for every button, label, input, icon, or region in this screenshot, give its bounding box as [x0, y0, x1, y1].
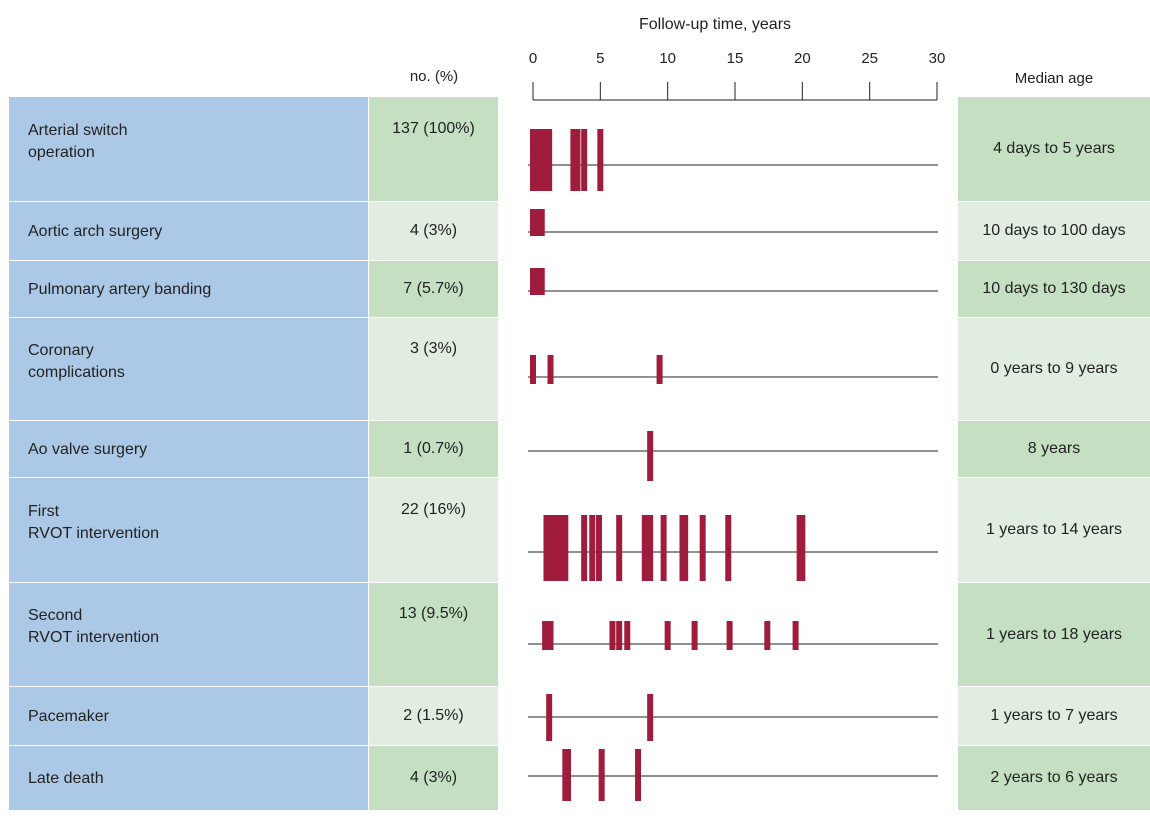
event-mark — [551, 515, 558, 581]
table-row: Late death 4 (3%) 2 years to 6 years — [0, 746, 1150, 811]
row-median-age: 1 years to 18 years — [958, 583, 1150, 687]
event-mark — [546, 694, 553, 741]
event-mark — [699, 515, 706, 581]
x-tick-label: 0 — [529, 50, 537, 67]
row-median-age: 10 days to 100 days — [958, 202, 1150, 261]
event-mark — [595, 515, 602, 581]
event-mark — [792, 621, 799, 650]
event-mark — [581, 515, 588, 581]
x-tick-label: 30 — [929, 50, 946, 67]
event-mark — [616, 515, 623, 581]
event-mark — [726, 621, 733, 650]
table-row: Pacemaker 2 (1.5%) 1 years to 7 years — [0, 687, 1150, 746]
table-row: Arterial switch operation 137 (100%) 4 day… — [0, 97, 1150, 202]
row-name-cell: Pacemaker — [9, 687, 369, 746]
event-mark — [570, 129, 577, 191]
event-mark — [609, 621, 616, 650]
row-median-age: 4 days to 5 years — [958, 97, 1150, 202]
event-mark — [547, 621, 554, 650]
event-mark — [543, 515, 550, 581]
row-name-cell: Ao valve surgery — [9, 421, 369, 478]
count-column-header: no. (%) — [409, 68, 459, 85]
event-mark — [624, 621, 631, 650]
row-count: 7 (5.7%) — [369, 261, 499, 318]
event-mark — [635, 749, 642, 801]
table-row: Coronary complications 3 (3%) 0 years to 9… — [0, 318, 1150, 421]
x-tick-label: 10 — [659, 50, 676, 67]
row-count: 4 (3%) — [369, 746, 499, 811]
table-row: Second RVOT intervention 13 (9.5%) 1 years… — [0, 583, 1150, 687]
event-mark — [799, 515, 806, 581]
event-mark — [660, 515, 667, 581]
event-mark — [581, 129, 588, 191]
row-label: Arterial switch operation — [28, 122, 128, 161]
age-column-header: Median age — [1014, 70, 1094, 87]
row-label: Aortic arch surgery — [28, 223, 163, 240]
event-mark — [764, 621, 771, 650]
row-name-cell: Aortic arch surgery — [9, 202, 369, 261]
event-mark — [555, 515, 562, 581]
event-mark — [647, 515, 654, 581]
event-mark — [598, 749, 605, 801]
event-mark — [562, 515, 569, 581]
axis-title: Follow-up time, years — [638, 16, 792, 33]
x-tick-label: 25 — [861, 50, 878, 67]
row-median-age: 1 years to 14 years — [958, 478, 1150, 583]
table-row: Pulmonary artery banding 7 (5.7%) 10 days … — [0, 261, 1150, 318]
event-mark — [647, 431, 654, 481]
row-count: 4 (3%) — [369, 202, 499, 261]
row-count: 13 (9.5%) — [369, 583, 499, 687]
event-mark — [597, 129, 604, 191]
row-count: 137 (100%) — [369, 97, 499, 202]
event-mark — [538, 268, 545, 295]
event-mark — [647, 694, 654, 741]
row-name-cell: Second RVOT intervention — [9, 583, 369, 687]
event-mark — [664, 621, 671, 650]
event-mark — [616, 621, 623, 650]
row-median-age: 1 years to 7 years — [958, 687, 1150, 746]
row-count: 1 (0.7%) — [369, 421, 499, 478]
row-count: 22 (16%) — [369, 478, 499, 583]
row-label: Pacemaker — [28, 708, 109, 725]
x-tick-label: 5 — [596, 50, 604, 67]
event-mark — [682, 515, 689, 581]
x-tick-label: 15 — [727, 50, 744, 67]
table-row: Aortic arch surgery 4 (3%) 10 days to 100 … — [0, 202, 1150, 261]
row-count: 2 (1.5%) — [369, 687, 499, 746]
event-mark — [547, 515, 554, 581]
row-label: Second RVOT intervention — [28, 607, 160, 646]
x-tick-label: 20 — [794, 50, 811, 67]
row-name-cell: Late death — [9, 746, 369, 811]
row-label: Ao valve surgery — [28, 441, 148, 458]
event-mark — [532, 209, 539, 236]
row-label: First RVOT intervention — [28, 503, 160, 542]
row-median-age: 10 days to 130 days — [958, 261, 1150, 318]
event-mark — [547, 355, 554, 384]
row-count: 3 (3%) — [369, 318, 499, 421]
event-mark — [574, 129, 581, 191]
row-label: Pulmonary artery banding — [28, 281, 212, 298]
event-mark — [538, 209, 545, 236]
row-label: Late death — [28, 770, 104, 787]
event-mark — [589, 515, 596, 581]
row-name-cell: Coronary complications — [9, 318, 369, 421]
event-mark — [691, 621, 698, 650]
row-name-cell: First RVOT intervention — [9, 478, 369, 583]
event-mark — [565, 749, 572, 801]
table-row: First RVOT intervention 22 (16%) 1 years t… — [0, 478, 1150, 583]
row-median-age: 2 years to 6 years — [958, 746, 1150, 811]
row-median-age: 0 years to 9 years — [958, 318, 1150, 421]
event-mark — [546, 129, 553, 191]
row-name-cell: Pulmonary artery banding — [9, 261, 369, 318]
event-mark — [530, 355, 536, 384]
row-name-cell: Arterial switch operation — [9, 97, 369, 202]
event-mark — [725, 515, 732, 581]
row-label: Coronary complications — [28, 342, 125, 381]
event-mark — [656, 355, 663, 384]
table-row: Ao valve surgery 1 (0.7%) 8 years — [0, 421, 1150, 478]
row-median-age: 8 years — [958, 421, 1150, 478]
